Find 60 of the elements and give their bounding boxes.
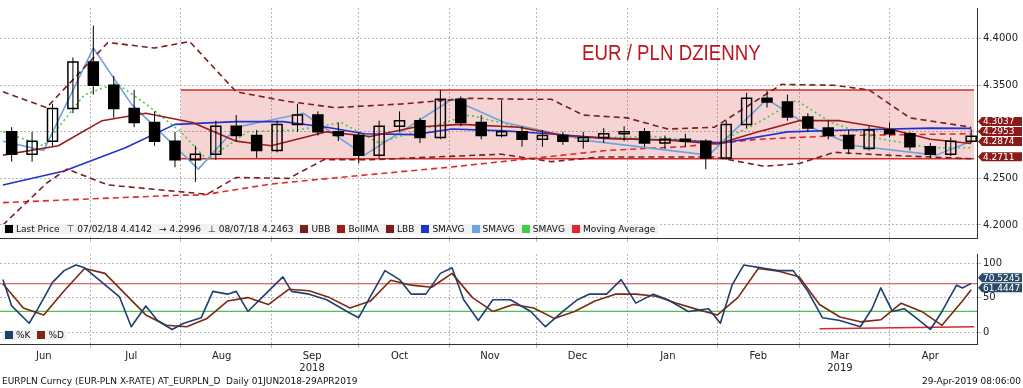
- candlestick: [67, 56, 79, 114]
- y-tick-label: 50: [983, 291, 996, 303]
- x-tick-label: Feb: [749, 349, 768, 361]
- annotation: ⊥ 08/07/18 4.2463: [207, 224, 294, 234]
- x-tick-label: Dec: [567, 349, 588, 361]
- text: EUR / PLN DZIENNY: [582, 40, 761, 66]
- candlestick: [210, 120, 222, 161]
- x-tick-label: Jun: [34, 349, 52, 361]
- candlestick: [945, 136, 957, 157]
- x-tick-label: Aug: [211, 349, 232, 361]
- x-tick-label: Jul: [124, 349, 138, 361]
- legend-label: Last Price: [16, 224, 60, 234]
- candlestick: [189, 145, 202, 183]
- y-tick-label: 4.3500: [983, 78, 1018, 90]
- legend-label: %D: [48, 330, 64, 340]
- legend-label: BollMA: [348, 224, 379, 234]
- annotation: → 4.2996: [159, 224, 201, 234]
- candlestick: [46, 103, 59, 147]
- y-tick-label: 4.4000: [983, 32, 1018, 44]
- candlestick: [26, 131, 38, 163]
- line-series: [2, 151, 972, 226]
- x-tick-label: Jan: [659, 349, 676, 361]
- candlestick: [373, 120, 385, 159]
- annotation: 4.2874: [983, 136, 1015, 147]
- annotation: 4.2953: [983, 126, 1015, 137]
- annotation: 70.5245: [983, 272, 1021, 283]
- candlestick: [618, 125, 630, 142]
- candlestick: [495, 99, 508, 138]
- candlestick: [720, 120, 732, 161]
- legend-label: SMAVG: [482, 224, 515, 234]
- legend-label: LBB: [397, 224, 415, 234]
- annotation: ⊤ 07/02/18 4.4142: [66, 224, 153, 234]
- x-tick-label: Apr: [921, 349, 940, 361]
- candlestick: [291, 103, 304, 133]
- legend-label: SMAVG: [532, 224, 565, 234]
- legend-label: UBB: [311, 224, 331, 234]
- candlestick: [434, 89, 447, 140]
- y-tick-label: 100: [983, 256, 1003, 268]
- line-series: [2, 82, 972, 161]
- annotation: 4.2711: [983, 151, 1015, 162]
- x-tick-label: Oct: [390, 349, 409, 361]
- line-series: [2, 40, 972, 130]
- candlestick: [659, 135, 671, 150]
- candlestick: [863, 125, 875, 151]
- y-tick-label: 4.2500: [983, 172, 1018, 183]
- x-tick-label: Nov: [480, 349, 500, 361]
- legend-label: SMAVG: [432, 224, 465, 234]
- y-tick-label: 4.2000: [983, 218, 1018, 230]
- text: EURPLN Curncy (EUR-PLN X-RATE) AT_EURPLN_D Daily 01JUN2018-29APR2019: [2, 376, 358, 388]
- annotation: 61.4447: [983, 282, 1021, 293]
- legend-label: %K: [16, 330, 31, 340]
- x-tick-label: Sep 2018: [299, 349, 325, 373]
- x-tick-label: Mar 2019: [827, 349, 853, 373]
- annotation: 4.3037: [983, 116, 1015, 127]
- legend-label: Moving Average: [582, 224, 656, 234]
- candlestick: [740, 92, 753, 129]
- text: 29-Apr-2019 08:06:00: [922, 376, 1021, 388]
- y-tick-label: 0: [983, 325, 990, 337]
- candlestick: [271, 120, 283, 153]
- candlestick: [393, 110, 406, 133]
